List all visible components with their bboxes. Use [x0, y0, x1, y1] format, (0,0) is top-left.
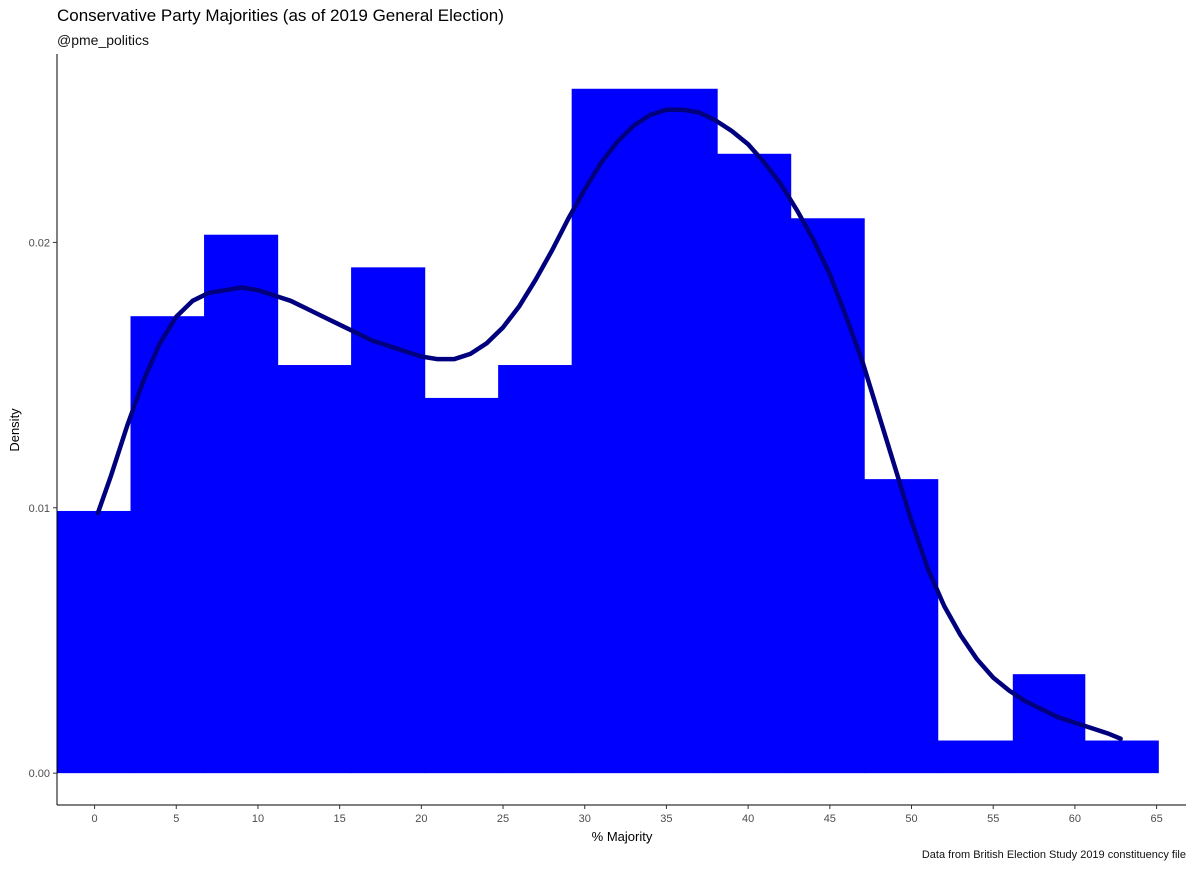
histogram-bar-12 [937, 740, 1014, 774]
histogram-bar-5 [351, 267, 426, 774]
x-tick-label: 50 [905, 813, 917, 825]
x-tick-label: 5 [173, 813, 179, 825]
x-axis-title: % Majority [592, 829, 653, 844]
x-tick-label: 30 [579, 813, 591, 825]
x-tick-label: 60 [1069, 813, 1081, 825]
y-axis-ticks: 0.00 0.01 0.02 [29, 237, 57, 780]
density-curve-layer [95, 107, 1123, 741]
histogram-bar-1 [57, 510, 132, 774]
x-tick-label: 10 [252, 813, 264, 825]
histogram-bar-4 [277, 365, 352, 774]
x-tick-label: 45 [824, 813, 836, 825]
y-tick-label: 0.00 [29, 768, 50, 780]
x-tick-label: 65 [1150, 813, 1162, 825]
chart-title: Conservative Party Majorities (as of 201… [57, 6, 504, 25]
histogram-bar-8 [571, 88, 718, 774]
chart-caption: Data from British Election Study 2019 co… [921, 849, 1186, 861]
histogram-bar-11 [864, 479, 939, 774]
chart-subtitle: @pme_politics [57, 32, 150, 48]
histogram-bar-3 [204, 234, 279, 774]
x-tick-label: 40 [742, 813, 754, 825]
x-tick-label: 55 [987, 813, 999, 825]
x-axis-ticks: 0 5 10 15 20 25 30 35 40 45 50 55 60 65 [92, 805, 1163, 825]
x-tick-label: 20 [415, 813, 427, 825]
histogram-bar-6 [424, 397, 499, 774]
x-tick-label: 25 [497, 813, 509, 825]
y-axis-title: Density [7, 408, 22, 452]
x-tick-label: 35 [660, 813, 672, 825]
histogram-bar-2 [130, 316, 205, 774]
histogram-bar-14 [1084, 740, 1159, 774]
x-tick-label: 0 [92, 813, 98, 825]
chart-axes [56, 54, 1186, 806]
histogram-bar-7 [498, 365, 573, 774]
x-tick-label: 15 [334, 813, 346, 825]
y-tick-label: 0.01 [29, 503, 50, 515]
density-curve [95, 107, 1123, 741]
histogram-bar-10 [790, 218, 865, 774]
y-tick-label: 0.02 [29, 237, 50, 249]
histogram-bars [57, 88, 1159, 774]
histogram-bar-9 [717, 153, 792, 774]
